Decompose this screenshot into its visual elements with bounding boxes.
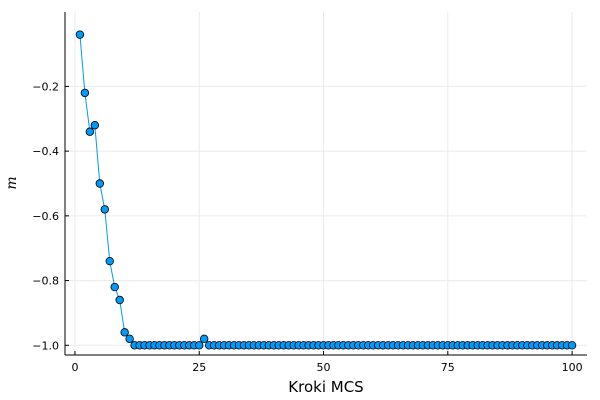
- x-ticks: 0 25 50 75 100: [71, 351, 583, 374]
- y-tick-label: −1.0: [32, 339, 59, 352]
- x-tick-label: 25: [192, 361, 206, 374]
- data-point: [110, 282, 119, 292]
- x-axis-title: Kroki MCS: [288, 378, 363, 396]
- axes-layer: [64, 12, 587, 356]
- data-point: [95, 179, 104, 188]
- y-tick-label: −0.8: [32, 275, 59, 288]
- grid-layer: [65, 12, 587, 355]
- data-point: [90, 121, 100, 130]
- data-point: [120, 328, 129, 337]
- data-point: [567, 341, 577, 350]
- x-tick-label: 0: [71, 361, 78, 374]
- data-point: [100, 205, 109, 214]
- data-point: [115, 295, 124, 305]
- data-point: [105, 256, 114, 266]
- y-ticks: −0.2 −0.4 −0.6 −0.8 −1.0: [32, 80, 69, 352]
- data-point: [195, 341, 204, 350]
- data-point: [199, 334, 209, 344]
- data-point: [85, 127, 95, 136]
- series-line: [79, 34, 573, 346]
- x-tick-label: 100: [562, 361, 583, 374]
- x-tick-label: 75: [441, 361, 455, 374]
- data-point: [125, 334, 134, 344]
- series-layer: [75, 30, 577, 350]
- x-tick-label: 50: [317, 361, 331, 374]
- data-point: [75, 30, 85, 39]
- y-tick-label: −0.6: [32, 210, 59, 223]
- y-axis-title: m: [4, 176, 20, 189]
- y-tick-label: −0.2: [32, 80, 59, 93]
- data-point: [80, 88, 90, 98]
- y-tick-label: −0.4: [32, 145, 59, 158]
